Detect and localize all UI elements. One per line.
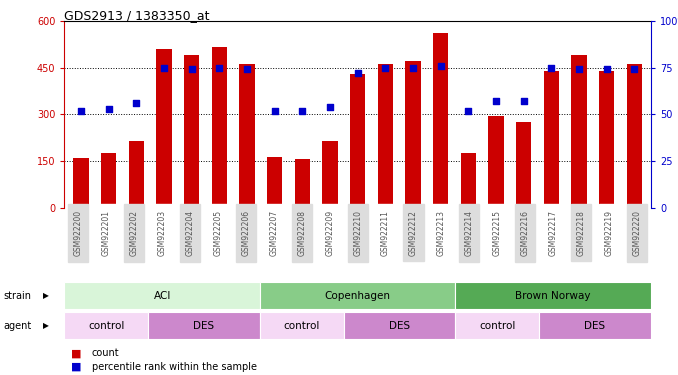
Text: agent: agent <box>3 321 32 331</box>
Point <box>491 98 502 104</box>
Text: GSM922209: GSM922209 <box>325 210 334 256</box>
Bar <box>350 74 365 208</box>
Text: GSM922216: GSM922216 <box>521 210 530 256</box>
Bar <box>378 64 393 208</box>
Bar <box>626 64 642 208</box>
Point <box>601 66 612 72</box>
Point <box>297 108 308 114</box>
Text: GSM922200: GSM922200 <box>74 210 83 256</box>
Bar <box>184 55 199 208</box>
Bar <box>239 64 255 208</box>
Text: GSM922213: GSM922213 <box>437 210 446 256</box>
Text: GSM922218: GSM922218 <box>576 210 586 256</box>
Point <box>269 108 280 114</box>
Point <box>214 64 224 70</box>
Bar <box>516 122 532 208</box>
Text: DES: DES <box>193 321 215 331</box>
Bar <box>488 116 504 208</box>
Point <box>435 63 446 69</box>
Point <box>103 106 114 112</box>
Bar <box>433 33 448 208</box>
Bar <box>544 70 559 208</box>
Point <box>325 104 336 110</box>
Bar <box>260 312 344 339</box>
Bar <box>295 159 310 208</box>
Bar <box>267 157 282 208</box>
Text: ▶: ▶ <box>43 291 49 300</box>
Bar <box>64 312 148 339</box>
Bar <box>344 312 456 339</box>
Text: GSM922201: GSM922201 <box>102 210 111 256</box>
Text: GSM922208: GSM922208 <box>297 210 306 256</box>
Point <box>159 64 170 70</box>
Text: ACI: ACI <box>153 291 171 301</box>
Text: control: control <box>283 321 320 331</box>
Point <box>407 64 418 70</box>
Bar <box>260 282 456 309</box>
Text: percentile rank within the sample: percentile rank within the sample <box>92 362 256 372</box>
Text: GSM922215: GSM922215 <box>493 210 502 256</box>
Point <box>574 66 584 72</box>
Text: GSM922212: GSM922212 <box>409 210 418 256</box>
Text: count: count <box>92 348 119 358</box>
Bar <box>64 282 260 309</box>
Text: GSM922207: GSM922207 <box>269 210 279 256</box>
Text: GSM922204: GSM922204 <box>186 210 195 256</box>
Point <box>241 66 252 72</box>
Text: GSM922219: GSM922219 <box>605 210 614 256</box>
Text: Brown Norway: Brown Norway <box>515 291 591 301</box>
Point <box>380 64 391 70</box>
Text: control: control <box>88 321 125 331</box>
Bar <box>322 141 338 208</box>
Text: GSM922206: GSM922206 <box>241 210 250 256</box>
Point <box>546 64 557 70</box>
Text: Copenhagen: Copenhagen <box>325 291 391 301</box>
Text: GSM922211: GSM922211 <box>381 210 390 256</box>
Point <box>518 98 529 104</box>
Bar <box>572 55 586 208</box>
Bar <box>460 153 476 208</box>
Point <box>75 108 86 114</box>
Text: ■: ■ <box>71 362 81 372</box>
Point <box>186 66 197 72</box>
Point <box>131 100 142 106</box>
Bar <box>148 312 260 339</box>
Text: ▶: ▶ <box>43 321 49 330</box>
Text: GSM922210: GSM922210 <box>353 210 362 256</box>
Point <box>463 108 474 114</box>
Bar <box>456 282 651 309</box>
Text: ■: ■ <box>71 348 81 358</box>
Point <box>353 70 363 76</box>
Text: strain: strain <box>3 291 31 301</box>
Text: DES: DES <box>389 321 410 331</box>
Bar <box>405 61 420 208</box>
Bar <box>456 312 539 339</box>
Text: GDS2913 / 1383350_at: GDS2913 / 1383350_at <box>64 9 210 22</box>
Text: GSM922217: GSM922217 <box>549 210 557 256</box>
Text: GSM922220: GSM922220 <box>633 210 641 256</box>
Text: GSM922202: GSM922202 <box>129 210 139 256</box>
Text: GSM922214: GSM922214 <box>465 210 474 256</box>
Bar <box>157 49 172 208</box>
Bar <box>212 47 227 208</box>
Bar <box>599 70 614 208</box>
Text: GSM922203: GSM922203 <box>158 210 167 256</box>
Text: GSM922205: GSM922205 <box>214 210 222 256</box>
Bar <box>73 158 89 208</box>
Point <box>629 66 640 72</box>
Text: control: control <box>479 321 515 331</box>
Bar <box>539 312 651 339</box>
Bar <box>101 153 117 208</box>
Text: DES: DES <box>584 321 605 331</box>
Bar <box>129 141 144 208</box>
